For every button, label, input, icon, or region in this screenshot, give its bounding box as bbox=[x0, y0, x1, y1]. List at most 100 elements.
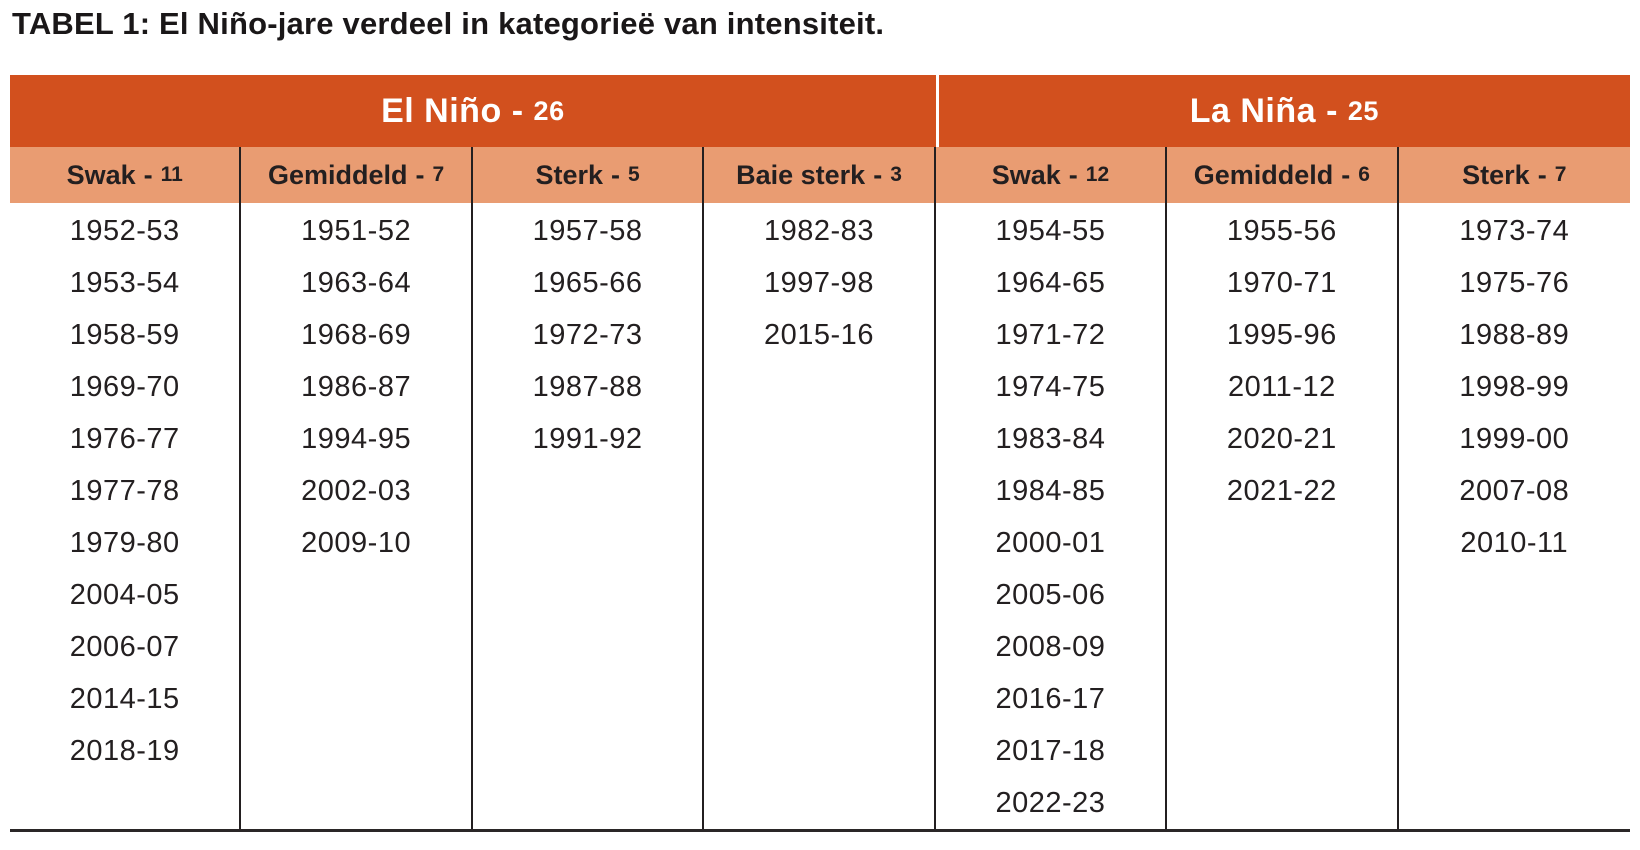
year-cell: 1979-80 bbox=[69, 527, 180, 559]
year-cell: 1991-92 bbox=[532, 423, 643, 455]
year-cell: 1971-72 bbox=[995, 319, 1106, 351]
year-cell: 1997-98 bbox=[764, 267, 874, 299]
table-title: TABEL 1: El Niño-jare verdeel in kategor… bbox=[12, 6, 885, 41]
year-list: 1957-58 1965-66 1972-73 1987-88 1991-92 bbox=[473, 203, 702, 465]
year-cell: 1954-55 bbox=[995, 215, 1106, 247]
column-elnino-baie-sterk: Baie sterk - 3 1982-83 1997-98 2015-16 bbox=[704, 147, 936, 829]
subheader-lanina-gemiddeld: Gemiddeld - 6 bbox=[1167, 147, 1397, 203]
year-cell: 2004-05 bbox=[69, 579, 180, 611]
year-cell: 2011-12 bbox=[1227, 371, 1336, 403]
year-cell: 2016-17 bbox=[995, 683, 1106, 715]
year-cell: 2002-03 bbox=[301, 475, 412, 507]
subheader-label: Sterk bbox=[535, 159, 603, 190]
subheader-elnino-gemiddeld: Gemiddeld - 7 bbox=[241, 147, 471, 203]
year-cell: 1963-64 bbox=[301, 267, 412, 299]
group-header-el-nino: El Niño - 26 bbox=[10, 75, 936, 147]
separator-dash: - bbox=[1068, 159, 1078, 190]
year-cell: 1986-87 bbox=[301, 371, 412, 403]
year-cell: 1987-88 bbox=[532, 371, 643, 403]
group-count: 26 bbox=[533, 95, 565, 126]
year-cell: 1968-69 bbox=[301, 319, 412, 351]
year-cell: 1969-70 bbox=[69, 371, 180, 403]
column-elnino-sterk: Sterk - 5 1957-58 1965-66 1972-73 1987-88 19… bbox=[472, 147, 705, 829]
group-count: 25 bbox=[1347, 95, 1379, 126]
subheader-elnino-sterk: Sterk - 5 bbox=[472, 147, 703, 203]
year-cell: 1999-00 bbox=[1459, 423, 1570, 455]
subheader-elnino-swak: Swak - 11 bbox=[10, 147, 240, 203]
separator-dash: - bbox=[610, 159, 620, 190]
year-cell: 1952-53 bbox=[69, 215, 180, 247]
year-list: 1955-56 1970-71 1995-96 2011-12 2020-21 2021-… bbox=[1167, 203, 1396, 517]
year-cell: 1984-85 bbox=[995, 475, 1106, 507]
year-cell: 1955-56 bbox=[1226, 215, 1337, 247]
subheader-count: 12 bbox=[1085, 163, 1110, 186]
subheader-elnino-baie-sterk: Baie sterk - 3 bbox=[704, 147, 934, 203]
separator-dash: - bbox=[1341, 159, 1351, 190]
subheader-label: Swak bbox=[991, 159, 1061, 190]
year-cell: 2017-18 bbox=[995, 735, 1106, 767]
subheader-label: Baie sterk bbox=[736, 159, 866, 190]
column-elnino-gemiddeld: Gemiddeld - 7 1951-52 1963-64 1968-69 1986-… bbox=[241, 147, 473, 829]
year-cell: 1972-73 bbox=[532, 319, 643, 351]
year-list: 1982-83 1997-98 2015-16 bbox=[704, 203, 933, 361]
column-lanina-sterk: Sterk - 7 1973-74 1975-76 1988-89 1998-99 19… bbox=[1398, 147, 1630, 829]
year-cell: 2021-22 bbox=[1226, 475, 1337, 507]
year-cell: 1983-84 bbox=[995, 423, 1106, 455]
year-cell: 2010-11 bbox=[1460, 527, 1569, 559]
subheader-lanina-sterk: Sterk - 7 bbox=[1398, 147, 1630, 203]
year-cell: 2008-09 bbox=[995, 631, 1106, 663]
year-cell: 2009-10 bbox=[301, 527, 412, 559]
year-cell: 2007-08 bbox=[1459, 475, 1570, 507]
year-cell: 1998-99 bbox=[1459, 371, 1570, 403]
group-header-row: El Niño - 26 La Niña - 25 bbox=[10, 75, 1630, 147]
column-elnino-swak: Swak - 11 1952-53 1953-54 1958-59 1969-70 19… bbox=[10, 147, 242, 829]
year-cell: 2000-01 bbox=[995, 527, 1106, 559]
separator-dash: - bbox=[873, 159, 883, 190]
year-cell: 1976-77 bbox=[69, 423, 180, 455]
subheader-count: 6 bbox=[1358, 163, 1370, 186]
subheader-label: Gemiddeld bbox=[1193, 159, 1334, 190]
subheader-label: Gemiddeld bbox=[268, 159, 408, 190]
el-nino-intensity-table: El Niño - 26 La Niña - 25 Swak - 11 1952… bbox=[10, 75, 1630, 832]
year-cell: 1995-96 bbox=[1226, 319, 1337, 351]
year-cell: 1958-59 bbox=[69, 319, 180, 351]
year-cell: 1951-52 bbox=[301, 215, 412, 247]
year-cell: 1965-66 bbox=[532, 267, 643, 299]
year-cell: 1975-76 bbox=[1459, 267, 1570, 299]
year-cell: 1973-74 bbox=[1459, 215, 1570, 247]
separator-dash: - bbox=[415, 159, 425, 190]
separator-dash: - bbox=[1326, 91, 1338, 130]
subheader-label: Sterk bbox=[1462, 159, 1530, 190]
year-cell: 2018-19 bbox=[69, 735, 180, 767]
group-header-la-nina: La Niña - 25 bbox=[935, 75, 1630, 147]
column-lanina-swak: Swak - 12 1954-55 1964-65 1971-72 1974-75 19… bbox=[935, 147, 1168, 829]
subheader-lanina-swak: Swak - 12 bbox=[935, 147, 1166, 203]
year-cell: 1964-65 bbox=[995, 267, 1106, 299]
year-list: 1954-55 1964-65 1971-72 1974-75 1983-84 1984-… bbox=[936, 203, 1165, 829]
year-cell: 1970-71 bbox=[1226, 267, 1337, 299]
group-label: El Niño bbox=[381, 91, 502, 130]
year-cell: 1977-78 bbox=[69, 475, 180, 507]
year-list: 1973-74 1975-76 1988-89 1998-99 1999-00 2007-… bbox=[1399, 203, 1630, 569]
year-list: 1951-52 1963-64 1968-69 1986-87 1994-95 2002-… bbox=[241, 203, 470, 569]
year-cell: 1953-54 bbox=[69, 267, 180, 299]
year-cell: 2005-06 bbox=[995, 579, 1106, 611]
year-cell: 1988-89 bbox=[1459, 319, 1570, 351]
subheader-count: 7 bbox=[1554, 163, 1567, 186]
table-body: Swak - 11 1952-53 1953-54 1958-59 1969-70 19… bbox=[10, 147, 1630, 832]
year-cell: 2015-16 bbox=[764, 319, 874, 351]
separator-dash: - bbox=[143, 159, 153, 190]
subheader-label: Swak bbox=[66, 159, 136, 190]
subheader-count: 3 bbox=[890, 163, 902, 186]
year-cell: 2014-15 bbox=[69, 683, 180, 715]
separator-dash: - bbox=[1537, 159, 1547, 190]
year-cell: 1957-58 bbox=[532, 215, 643, 247]
year-cell: 1982-83 bbox=[764, 215, 874, 247]
column-lanina-gemiddeld: Gemiddeld - 6 1955-56 1970-71 1995-96 2011-… bbox=[1167, 147, 1399, 829]
subheader-count: 7 bbox=[432, 163, 445, 186]
year-cell: 2022-23 bbox=[995, 787, 1106, 819]
subheader-count: 11 bbox=[160, 163, 183, 186]
year-cell: 1994-95 bbox=[301, 423, 412, 455]
year-cell: 1974-75 bbox=[995, 371, 1106, 403]
separator-dash: - bbox=[511, 91, 524, 130]
